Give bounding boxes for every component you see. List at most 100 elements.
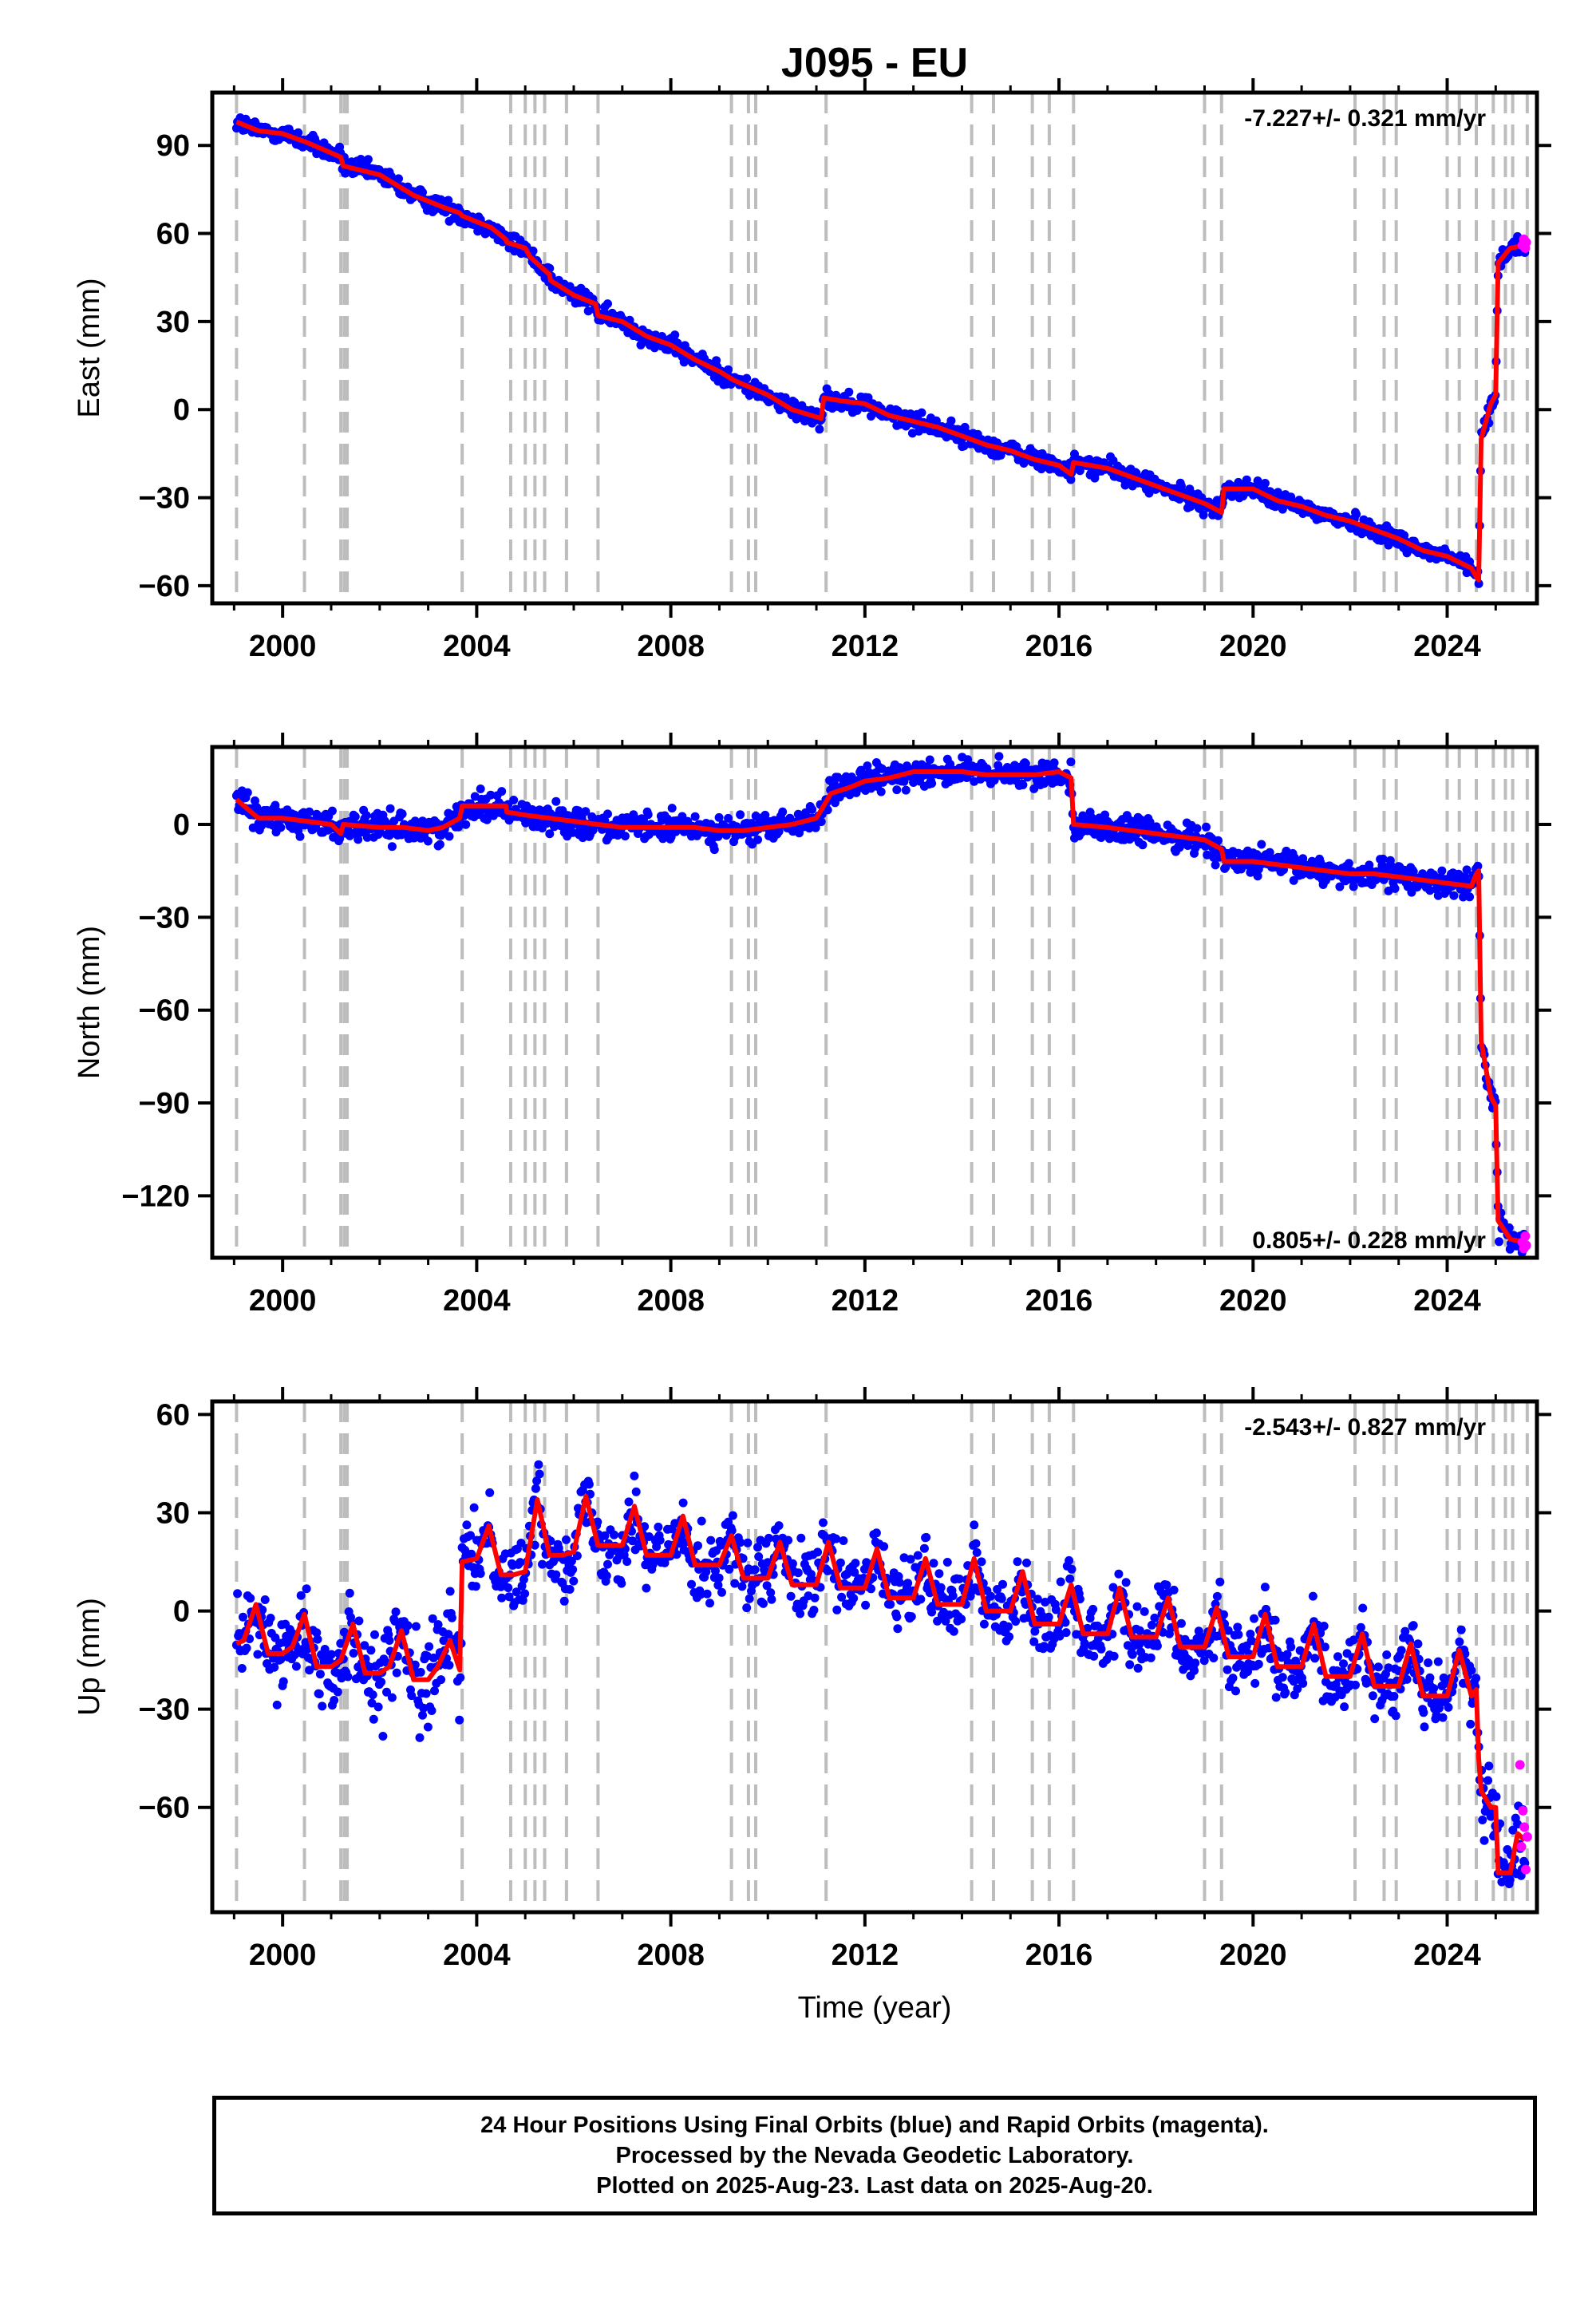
north-data-point: [982, 764, 992, 773]
up-data-point: [535, 1469, 544, 1479]
up-data-point: [565, 1585, 575, 1594]
up-data-point: [1270, 1615, 1280, 1625]
up-data-point: [1254, 1659, 1263, 1669]
up-data-point: [642, 1583, 651, 1593]
up-data-point: [907, 1612, 916, 1622]
up-data-point: [296, 1591, 306, 1600]
up-data-point: [849, 1594, 859, 1603]
up-data-point: [1003, 1622, 1013, 1631]
up-data-point: [670, 1519, 680, 1528]
east-data-point: [1260, 479, 1270, 488]
up-data-point: [1128, 1650, 1137, 1659]
up-y-tick-label: −60: [139, 1792, 190, 1825]
up-rapid-points: [1515, 1760, 1532, 1875]
up-data-point: [1491, 1792, 1501, 1801]
up-data-point: [839, 1536, 848, 1545]
up-data-point: [1190, 1666, 1199, 1675]
up-data-point: [1033, 1595, 1042, 1604]
north-data-point: [774, 827, 784, 836]
up-data-point: [1083, 1623, 1092, 1633]
up-data-point: [314, 1690, 324, 1699]
up-data-point: [970, 1520, 979, 1530]
up-data-point: [367, 1698, 377, 1708]
up-data-point: [774, 1521, 784, 1531]
east-axis-label: East (mm): [73, 278, 106, 417]
up-data-point: [1295, 1646, 1305, 1655]
up-data-point: [1424, 1658, 1433, 1667]
up-data-point: [916, 1595, 926, 1604]
up-data-point: [1109, 1651, 1119, 1661]
up-data-point: [369, 1714, 378, 1724]
up-data-point: [456, 1673, 465, 1682]
up-data-point: [1215, 1577, 1225, 1587]
east-data-point: [670, 330, 680, 340]
up-data-point: [602, 1571, 611, 1581]
up-data-point: [1358, 1603, 1368, 1613]
up-data-point: [861, 1600, 871, 1610]
up-data-point: [428, 1614, 437, 1623]
up-data-point: [1433, 1657, 1443, 1666]
up-data-point: [796, 1609, 805, 1618]
up-data-point: [702, 1589, 712, 1599]
up-data-point: [1479, 1836, 1489, 1845]
up-data-point: [439, 1636, 448, 1646]
north-data-point: [994, 752, 1004, 761]
up-data-point: [421, 1689, 431, 1698]
up-data-point: [270, 1662, 279, 1672]
up-data-point: [705, 1599, 714, 1608]
north-data-point: [1257, 840, 1266, 849]
up-data-point: [672, 1550, 681, 1559]
north-data-point: [863, 761, 872, 771]
north-data-point: [1265, 848, 1274, 857]
up-data-point: [809, 1606, 819, 1614]
up-data-point: [764, 1533, 773, 1543]
up-data-point: [1331, 1680, 1341, 1690]
up-data-point: [407, 1691, 417, 1701]
up-data-point: [1368, 1691, 1377, 1701]
up-data-point: [360, 1641, 369, 1650]
north-data-point: [667, 804, 677, 813]
up-data-point: [276, 1654, 286, 1664]
up-data-point: [1408, 1621, 1418, 1630]
north-x-tick-label: 2004: [443, 1284, 511, 1318]
north-data-point: [387, 842, 397, 852]
up-data-point: [1199, 1656, 1209, 1666]
up-data-point: [1067, 1564, 1077, 1574]
east-rapid-points: [1517, 234, 1531, 253]
up-data-point: [1356, 1622, 1365, 1632]
north-data-point: [724, 813, 733, 823]
up-data-point: [810, 1593, 820, 1603]
east-y-tick-label: −30: [139, 482, 190, 516]
up-data-point: [892, 1612, 902, 1622]
up-data-point: [272, 1700, 282, 1709]
up-data-point: [972, 1547, 982, 1557]
east-x-tick-label: 2016: [1025, 630, 1093, 663]
up-data-point: [312, 1628, 322, 1638]
east-data-point: [780, 393, 790, 402]
up-data-point: [754, 1552, 764, 1561]
up-data-point: [823, 1566, 832, 1575]
up-data-point: [610, 1530, 618, 1539]
north-data-point: [486, 790, 496, 800]
up-data-point: [652, 1542, 662, 1551]
up-data-point: [447, 1613, 456, 1622]
up-data-point: [725, 1564, 734, 1574]
up-data-point: [433, 1620, 443, 1630]
up-data-point: [622, 1557, 632, 1567]
up-data-point: [1123, 1641, 1132, 1650]
north-data-point: [1138, 840, 1148, 850]
up-data-point: [368, 1690, 377, 1700]
up-data-point: [1133, 1663, 1143, 1673]
up-data-point: [242, 1643, 251, 1653]
up-data-point: [530, 1540, 539, 1550]
north-data-point: [327, 806, 337, 816]
up-data-point: [1391, 1711, 1400, 1721]
up-data-point: [1080, 1638, 1089, 1648]
caption-line-3: Plotted on 2025-Aug-23. Last data on 202…: [596, 2173, 1153, 2199]
up-data-point: [832, 1605, 842, 1614]
up-data-point: [654, 1522, 663, 1531]
up-data-point: [693, 1541, 702, 1551]
up-data-point: [942, 1558, 952, 1567]
east-event-lines: [235, 93, 1529, 603]
north-data-point: [963, 755, 973, 765]
